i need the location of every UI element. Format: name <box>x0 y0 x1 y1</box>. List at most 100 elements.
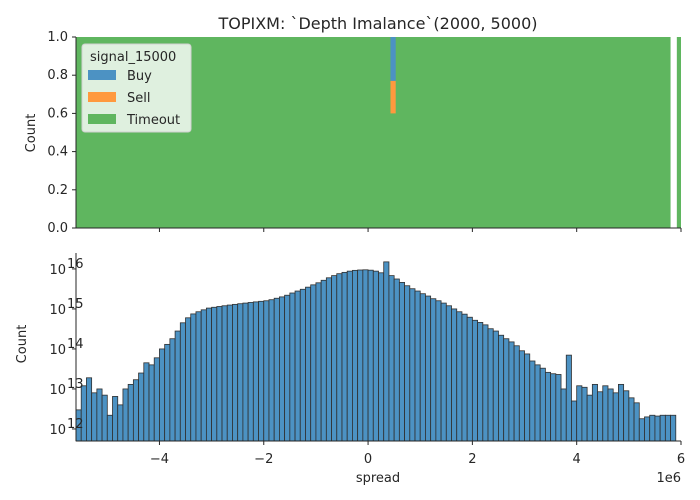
histogram-bar-94 <box>565 354 572 442</box>
histogram-bar-68 <box>430 298 437 442</box>
histogram-bar-56 <box>367 269 374 442</box>
histogram-bar-83 <box>508 341 515 442</box>
top-y-tick-label-3: 0.6 <box>47 106 68 121</box>
histogram-bar-14 <box>148 364 155 442</box>
histogram-bar-89 <box>539 367 546 442</box>
bottom-y-tick-label-4: 10 <box>49 263 66 278</box>
histogram-bar-67 <box>425 295 432 442</box>
bottom-y-tick-label-1: 10 <box>49 383 66 398</box>
histogram-bar-103 <box>612 392 619 442</box>
histogram-bar-84 <box>513 345 520 442</box>
histogram-bar-8 <box>117 404 124 442</box>
histogram-bar-101 <box>602 385 609 442</box>
histogram-bar-113 <box>664 414 671 442</box>
histogram-bar-40 <box>284 294 291 442</box>
histogram-bar-70 <box>440 302 447 442</box>
bottom-y-tick-label-3: 10 <box>49 303 66 318</box>
histogram-bar-19 <box>174 330 181 442</box>
bottom-y-tick-exponent-2: 14 <box>67 337 84 352</box>
histogram-bar-93 <box>560 388 567 442</box>
histogram-bar-99 <box>591 383 598 442</box>
histogram-bar-51 <box>341 271 348 442</box>
histogram-bar-17 <box>164 343 171 442</box>
histogram-bar-62 <box>398 282 405 442</box>
histogram-bar-30 <box>232 303 239 442</box>
histogram-bar-43 <box>299 288 306 442</box>
histogram-bar-105 <box>623 390 630 442</box>
bottom-y-tick-label-2: 10 <box>49 343 66 358</box>
histogram-bar-55 <box>362 269 369 442</box>
histogram-bar-87 <box>529 360 536 442</box>
histogram-bar-23 <box>195 311 202 442</box>
histogram-bar-57 <box>372 270 379 442</box>
histogram-bar-102 <box>607 388 614 442</box>
bottom-y-tick-exponent-3: 15 <box>67 297 84 312</box>
histogram-bar-11 <box>132 379 139 442</box>
histogram-bar-21 <box>185 317 192 442</box>
histogram-bar-18 <box>169 338 176 442</box>
histogram-bar-71 <box>445 305 452 442</box>
histogram-bar-50 <box>336 273 343 442</box>
histogram-bar-33 <box>247 302 254 442</box>
histogram-bar-64 <box>409 288 416 442</box>
histogram-bar-58 <box>378 272 385 442</box>
histogram-bar-47 <box>320 279 327 442</box>
histogram-bar-20 <box>179 322 186 442</box>
histogram-bar-25 <box>205 307 213 442</box>
bottom-y-axis-label: Count <box>15 325 30 364</box>
legend-swatch-2 <box>88 114 116 124</box>
top-y-tick-label-0: 0.0 <box>47 221 68 236</box>
bottom-x-tick-label-3: 2 <box>468 452 476 467</box>
top-y-tick-label-1: 0.2 <box>47 183 68 198</box>
histogram-bar-69 <box>435 300 442 442</box>
histogram-bar-38 <box>273 297 280 442</box>
histogram-bar-75 <box>466 316 473 442</box>
bottom-y-tick-label-0: 10 <box>49 423 66 438</box>
histogram-bar-7 <box>112 396 119 442</box>
histogram-bar-106 <box>628 397 635 442</box>
histogram-bar-37 <box>268 299 275 442</box>
histogram-bar-41 <box>289 292 296 442</box>
histogram-bar-60 <box>388 275 395 442</box>
histogram-bar-77 <box>477 322 484 442</box>
histogram-bar-82 <box>503 338 510 442</box>
histogram-bar-79 <box>487 328 494 442</box>
histogram-bar-45 <box>310 284 317 442</box>
histogram-bar-114 <box>670 414 677 442</box>
histogram-bar-90 <box>544 371 552 442</box>
bottom-x-tick-label-2: 0 <box>364 452 372 467</box>
histogram-bar-29 <box>226 304 233 442</box>
legend-label-1: Sell <box>127 91 150 106</box>
histogram-bar-104 <box>618 383 625 442</box>
histogram-bar-54 <box>357 269 364 442</box>
histogram-bar-6 <box>106 414 113 442</box>
histogram-bar-24 <box>200 309 207 442</box>
histogram-bar-78 <box>482 324 489 442</box>
histogram-bar-112 <box>659 414 666 442</box>
histogram-bar-4 <box>96 388 103 442</box>
histogram-bar-36 <box>263 300 270 442</box>
histogram-bar-110 <box>649 414 656 442</box>
histogram-bar-10 <box>127 383 134 442</box>
histogram-bar-27 <box>216 306 223 442</box>
x-axis-label: spread <box>356 471 400 486</box>
histogram-bar-44 <box>305 286 312 442</box>
histogram-bar-28 <box>221 305 228 442</box>
histogram-bar-76 <box>471 319 478 442</box>
histogram-bar-12 <box>138 372 145 442</box>
histogram-bar-16 <box>159 348 166 442</box>
histogram-bar-59 <box>383 261 390 442</box>
histogram-bar-35 <box>258 300 265 442</box>
histogram-bar-73 <box>456 311 463 442</box>
top-y-axis-label: Count <box>24 114 39 153</box>
x-offset-text: 1e6 <box>656 471 681 486</box>
legend-label-2: Timeout <box>126 113 180 128</box>
histogram-bar-13 <box>143 362 150 442</box>
top-y-tick-label-5: 1.0 <box>47 30 68 45</box>
histogram-bar-53 <box>352 269 359 442</box>
top-y-tick-label-4: 0.8 <box>47 68 68 83</box>
histogram-bar-9 <box>122 388 129 442</box>
histogram-bar-65 <box>414 290 421 442</box>
histogram-bar-3 <box>91 392 98 442</box>
